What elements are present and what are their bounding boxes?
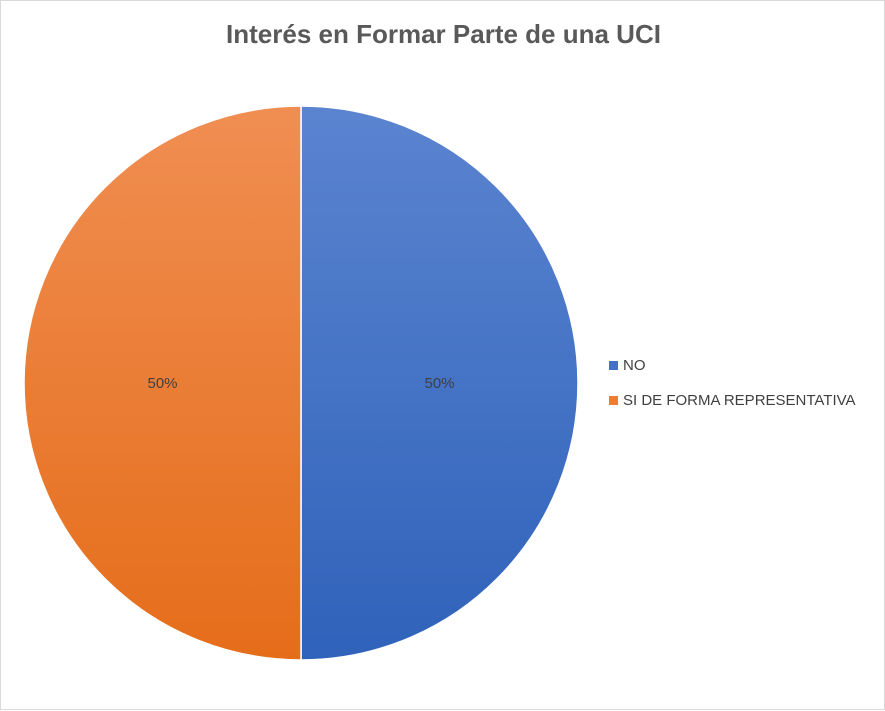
data-label-no: 50%: [424, 375, 454, 392]
pie-slice-no: [300, 105, 579, 661]
pie-slice-si: [23, 105, 302, 661]
legend-swatch-si: [609, 395, 618, 405]
legend: NO SI DE FORMA REPRESENTATIVA: [609, 354, 856, 424]
chart-title: Interés en Formar Parte de una UCI: [226, 19, 661, 49]
legend-label-si: SI DE FORMA REPRESENTATIVA: [623, 391, 856, 409]
data-label-si: 50%: [147, 375, 177, 392]
legend-item-si: SI DE FORMA REPRESENTATIVA: [609, 389, 856, 411]
legend-item-no: NO: [609, 354, 856, 376]
legend-swatch-no: [609, 360, 618, 370]
legend-label-no: NO: [623, 356, 646, 374]
